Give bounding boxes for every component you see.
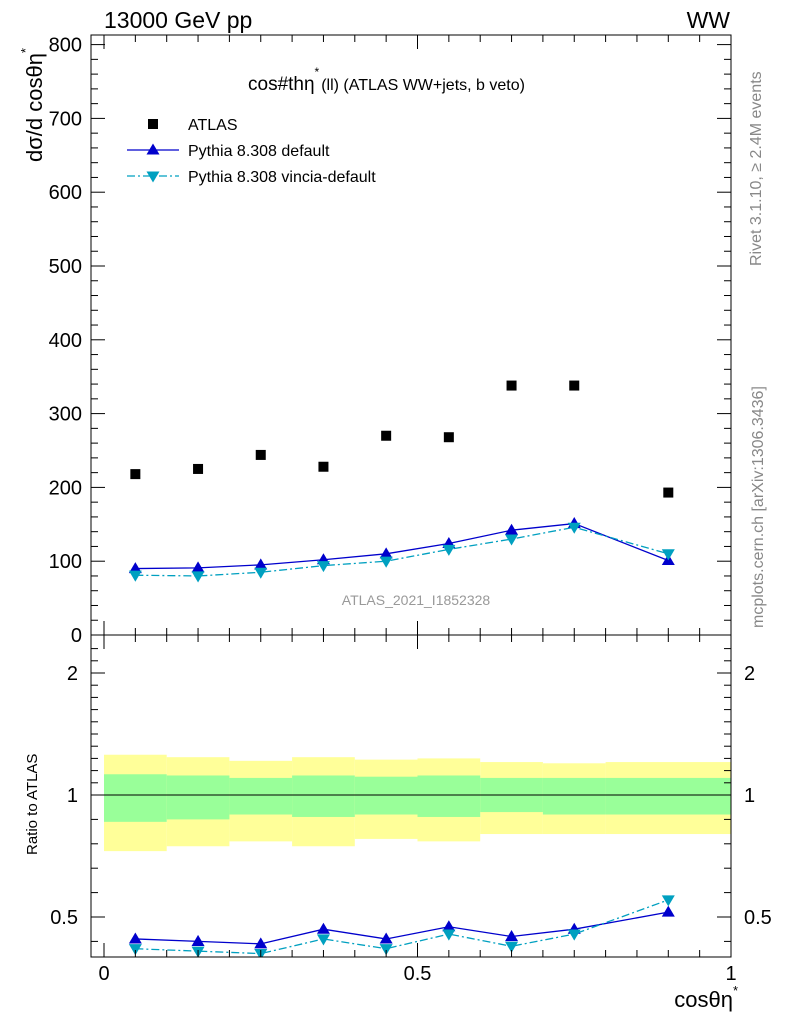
ratio-y-label: Ratio to ATLAS: [24, 754, 41, 855]
ratio-series-1-point: [505, 941, 519, 953]
main-series-2-point: [505, 534, 519, 546]
x-tick-label: 0: [98, 963, 109, 985]
ratio-plot-series: [128, 895, 675, 957]
main-y-tick-label: 500: [49, 256, 82, 278]
band-stat-bin: [417, 775, 481, 817]
ratio-y-tick-label: 1: [67, 785, 78, 807]
ratio-y-tick-label: 0.5: [50, 907, 78, 929]
ratio-y-tick-label-right: 1: [744, 785, 755, 807]
mcplots-label: mcplots.cern.ch [arXiv:1306.3436]: [750, 386, 767, 628]
main-series-1-point: [254, 558, 268, 570]
main-series-2-point: [191, 571, 205, 583]
ratio-series-1-point: [128, 944, 142, 956]
main-series-2-point: [567, 522, 581, 534]
main-plot-frame: [90, 34, 732, 636]
main-series-1-point: [505, 523, 519, 535]
main-series-0-point: [130, 469, 141, 480]
ratio-bands: [104, 754, 731, 852]
band-stat-bin: [166, 775, 230, 820]
ratio-series-0-point: [191, 934, 205, 946]
band-stat-bin: [354, 776, 418, 815]
main-y-tick-label: 700: [49, 108, 82, 130]
ratio-series-0-point: [379, 932, 393, 944]
main-y-tick-label: 600: [49, 182, 82, 204]
ratio-series-0-point: [442, 920, 456, 932]
main-series-0-point: [193, 463, 204, 474]
main-series-1-line: [135, 522, 669, 570]
main-series-0-point: [506, 380, 517, 391]
main-y-tick-label: 300: [49, 404, 82, 426]
main-y-tick-label: 0: [71, 625, 82, 647]
ratio-series-0-point: [128, 932, 142, 944]
legend-marker-1: [146, 143, 160, 155]
main-series-0-point: [381, 430, 392, 441]
main-series-2-point: [661, 549, 675, 561]
main-y-tick-label: 400: [49, 330, 82, 352]
x-tick-label: 0.5: [404, 963, 432, 985]
ratio-y-tick-label-right: 2: [744, 663, 755, 685]
legend-marker-2: [146, 171, 160, 183]
main-series-0-point: [443, 432, 454, 443]
band-stat-bin: [542, 777, 606, 815]
header-left: 13000 GeV pp: [104, 7, 252, 33]
ratio-series-1-point: [379, 944, 393, 956]
main-y-tick-label: 200: [49, 477, 82, 499]
main-series-1-point: [191, 561, 205, 573]
ratio-series-0-point: [254, 937, 268, 949]
legend-marker-0: [148, 119, 158, 129]
ratio-series-0-point: [505, 930, 519, 942]
header-right: WW: [687, 7, 731, 33]
analysis-watermark: ATLAS_2021_I1852328: [342, 592, 491, 608]
ratio-series-0-point: [661, 905, 675, 917]
main-series-0-point: [318, 461, 329, 472]
legend-label-2: Pythia 8.308 vincia-default: [188, 169, 376, 186]
x-tick-label: 1: [725, 963, 736, 985]
ratio-series-1-point: [316, 934, 330, 946]
ratio-y-tick-label: 2: [67, 663, 78, 685]
main-y-tick-label: 800: [49, 35, 82, 57]
main-series-0-point: [663, 487, 674, 498]
axes: 0 100 200 300 400 500 600 700 800 0 0.5 1 0.5 0.5 1 1 2 2: [49, 35, 772, 985]
y-axis-label: dσ/d cosθη*: [18, 48, 47, 162]
main-series-2-point: [128, 570, 142, 582]
ratio-plot-frame: [90, 634, 732, 958]
main-series-2-point: [316, 561, 330, 573]
ratio-series-1-point: [442, 929, 456, 941]
ratio-series-1-point: [567, 929, 581, 941]
x-axis-label: cosθη*: [674, 983, 738, 1012]
main-y-tick-label: 100: [49, 551, 82, 573]
main-series-0-point: [255, 449, 266, 460]
ratio-y-tick-label-right: 0.5: [744, 907, 772, 929]
main-series-1-point: [379, 547, 393, 559]
band-stat-bin: [292, 775, 355, 817]
band-stat-bin: [229, 777, 293, 815]
legend-label-0: ATLAS: [188, 117, 238, 134]
main-series-1-point: [128, 562, 142, 574]
main-series-0-point: [569, 380, 580, 391]
legend: ATLAS Pythia 8.308 default Pythia 8.308 vi…: [127, 117, 376, 186]
main-series-2-point: [379, 556, 393, 568]
ratio-series-1-point: [661, 895, 675, 907]
ratio-series-1-line: [135, 899, 669, 955]
main-title: cos#thη*(ll) (ATLAS WW+jets, b veto): [248, 65, 525, 95]
ratio-series-0-point: [316, 922, 330, 934]
ratio-series-0-line: [135, 911, 669, 945]
band-stat-bin: [605, 777, 731, 815]
main-series-2-point: [254, 567, 268, 579]
legend-label-1: Pythia 8.308 default: [188, 143, 330, 160]
rivet-label: Rivet 3.1.10, ≥ 2.4M events: [748, 71, 765, 266]
band-stat-bin: [104, 774, 167, 822]
main-plot-series: [128, 380, 675, 583]
main-series-2-point: [442, 544, 456, 556]
